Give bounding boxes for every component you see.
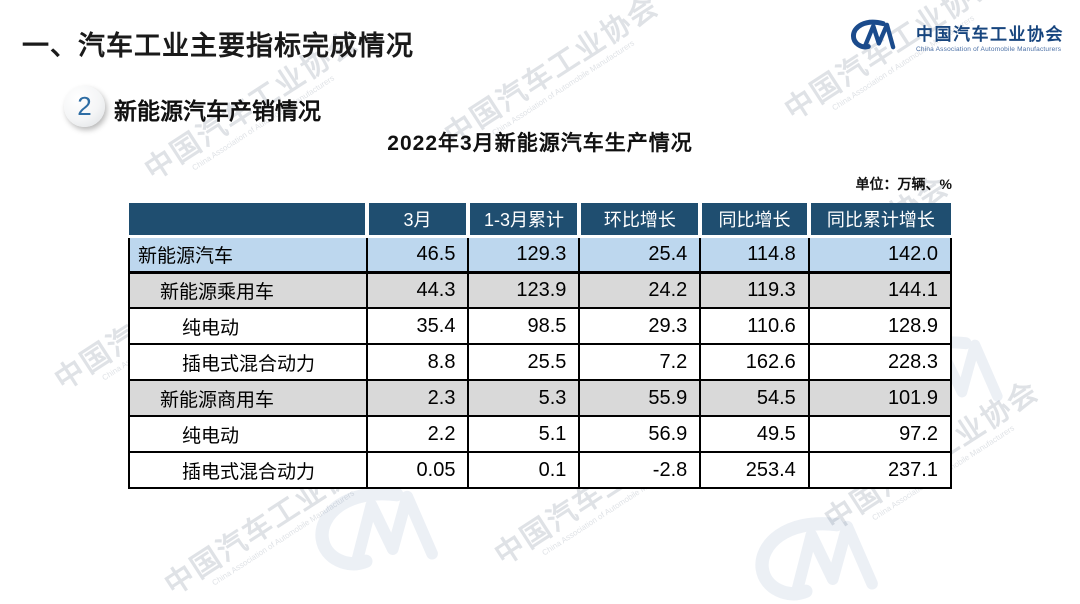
column-header: 3月 (364, 203, 469, 238)
row-label: 插电式混合动力 (128, 343, 368, 381)
caam-logo: 中国汽车工业协会 China Association of Automobile… (846, 16, 1064, 56)
table-row: 插电式混合动力 8.8 25.5 7.2 162.6 228.3 (128, 343, 953, 381)
cell: 228.3 (807, 343, 953, 381)
cell: 0.1 (467, 451, 581, 489)
cell: 110.6 (699, 307, 810, 345)
table-row: 纯电动 35.4 98.5 29.3 110.6 128.9 (128, 307, 953, 345)
cell: 35.4 (365, 307, 470, 345)
cell: 46.5 (365, 235, 470, 274)
cell: 119.3 (699, 271, 810, 309)
row-label: 新能源乘用车 (128, 271, 368, 309)
cell: 55.9 (578, 379, 702, 417)
cell: 44.3 (365, 271, 470, 309)
cell: 0.05 (365, 451, 470, 489)
cell: 5.1 (467, 415, 581, 453)
cell: 237.1 (807, 451, 953, 489)
table-title: 2022年3月新能源汽车生产情况 (387, 132, 693, 155)
cell: 8.8 (365, 343, 470, 381)
column-header: 同比累计增长 (806, 203, 951, 238)
cell: 162.6 (699, 343, 810, 381)
column-header: 环比增长 (577, 203, 701, 238)
cell: 24.2 (578, 271, 702, 309)
cell: 5.3 (467, 379, 581, 417)
column-header: 1-3月累计 (466, 203, 580, 238)
row-label: 新能源商用车 (128, 379, 368, 417)
cell: 56.9 (578, 415, 702, 453)
cell: 2.2 (365, 415, 470, 453)
row-label: 新能源汽车 (128, 235, 368, 274)
cell: 144.1 (807, 271, 953, 309)
table-row: 纯电动 2.2 5.1 56.9 49.5 97.2 (128, 415, 953, 453)
cell: -2.8 (578, 451, 702, 489)
cell: 2.3 (365, 379, 470, 417)
cell: 98.5 (467, 307, 581, 345)
org-name-en: China Association of Automobile Manufact… (916, 45, 1062, 53)
cell: 29.3 (578, 307, 702, 345)
row-label: 插电式混合动力 (128, 451, 368, 489)
unit-label: 单位：万辆、% (855, 176, 952, 192)
cell: 25.5 (467, 343, 581, 381)
section-title: 新能源汽车产销情况 (114, 98, 321, 124)
cell: 25.4 (578, 235, 702, 274)
column-header: 同比增长 (698, 203, 809, 238)
table-row: 插电式混合动力 0.05 0.1 -2.8 253.4 237.1 (128, 451, 953, 489)
table-row: 新能源乘用车 44.3 123.9 24.2 119.3 144.1 (128, 271, 953, 309)
logo-text: 中国汽车工业协会 China Association of Automobile… (916, 20, 1064, 53)
section-number-badge: 2 (64, 86, 105, 127)
cell: 114.8 (699, 235, 810, 274)
org-name-cn: 中国汽车工业协会 (916, 24, 1064, 44)
row-label: 纯电动 (128, 307, 368, 345)
cell: 49.5 (699, 415, 810, 453)
cm-logo-icon (850, 19, 896, 50)
cell: 54.5 (699, 379, 810, 417)
cm-logo-watermark-icon (755, 517, 878, 601)
column-header (129, 203, 367, 238)
cell: 97.2 (807, 415, 953, 453)
cell: 253.4 (699, 451, 810, 489)
table-header: 3月 1-3月累计 环比增长 同比增长 同比累计增长 (129, 203, 951, 238)
cell: 123.9 (467, 271, 581, 309)
row-label: 纯电动 (128, 415, 368, 453)
table-row: 新能源汽车 46.5 129.3 25.4 114.8 142.0 (128, 235, 953, 274)
table-row: 新能源商用车 2.3 5.3 55.9 54.5 101.9 (128, 379, 953, 417)
production-table: 3月 1-3月累计 环比增长 同比增长 同比累计增长 新能源汽车 46.5 12… (128, 203, 953, 489)
cell: 101.9 (807, 379, 953, 417)
cell: 128.9 (807, 307, 953, 345)
cell: 129.3 (467, 235, 581, 274)
cell: 7.2 (578, 343, 702, 381)
page-title: 一、汽车工业主要指标完成情况 (22, 31, 414, 61)
cell: 142.0 (807, 235, 953, 274)
